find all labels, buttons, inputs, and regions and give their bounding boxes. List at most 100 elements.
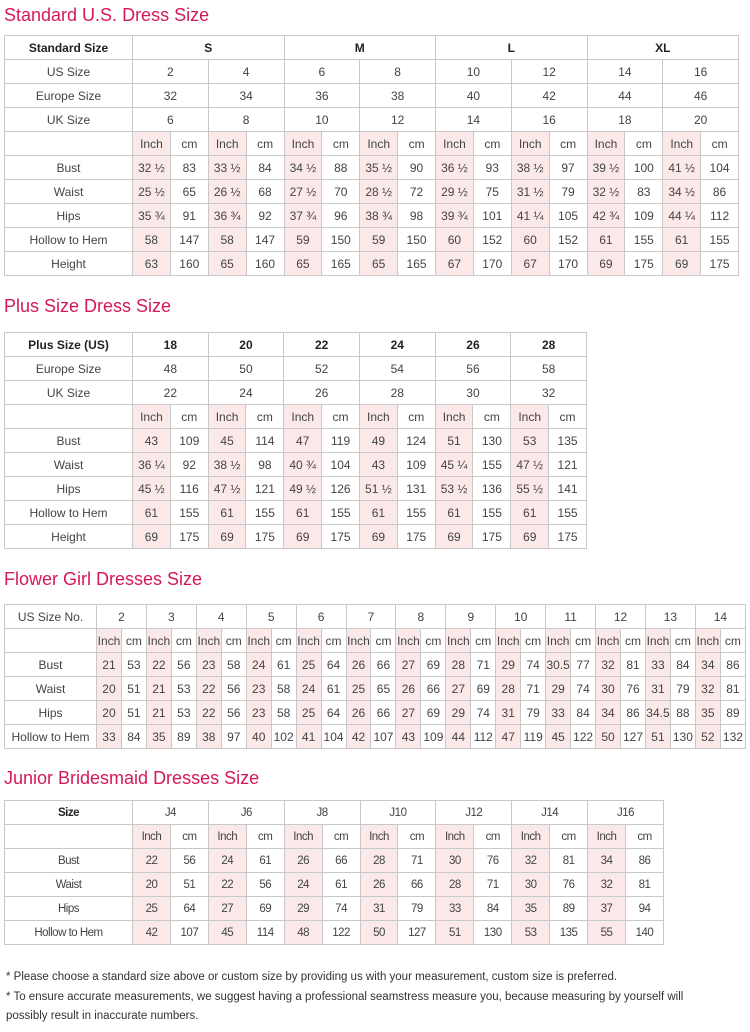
size-cell: 10 [435, 59, 512, 84]
size-header: J16 [587, 800, 664, 825]
cm-value: 66 [321, 848, 361, 873]
cm-value: 53 [170, 676, 197, 701]
inch-value: 38 ¾ [359, 203, 399, 228]
standard-size-table: Standard Size S M L XL US Size 2 4 6 8 10 12 14 16 Eur… [4, 35, 739, 276]
row-label: Hips [4, 896, 133, 921]
inch-value: 39 ½ [586, 155, 626, 180]
inch-value: 48 [283, 920, 323, 945]
inch-value: 29 [545, 676, 572, 701]
size-cell: 40 [435, 83, 512, 108]
inch-value: 53 ½ [434, 476, 474, 501]
inch-value: 69 [358, 524, 398, 549]
inch-value: 29 [495, 652, 522, 677]
size-header: 6 [295, 604, 347, 629]
inch-value: 26 ½ [207, 179, 247, 204]
inch-value: 42 ¾ [586, 203, 626, 228]
cm-value: 130 [669, 724, 696, 749]
cm-value: 58 [270, 676, 297, 701]
cm-value: 170 [472, 251, 512, 276]
unit-inch: Inch [435, 824, 475, 849]
inch-value: 31 [644, 676, 671, 701]
cm-value: 122 [570, 724, 597, 749]
cm-value: 86 [624, 848, 665, 873]
inch-value: 45 ¼ [434, 452, 474, 477]
inch-value: 32 [595, 652, 622, 677]
size-cell: 4 [207, 59, 285, 84]
size-cell: 18 [586, 107, 664, 132]
size-header: J6 [207, 800, 285, 825]
row-label: Waist [4, 676, 97, 701]
row-label: Hips [4, 476, 133, 501]
inch-value: 50 [595, 724, 622, 749]
cm-value: 97 [220, 724, 247, 749]
inch-value: 37 ¾ [283, 203, 323, 228]
cm-value: 127 [397, 920, 437, 945]
unit-inch: Inch [132, 131, 171, 156]
inch-value: 58 [207, 227, 247, 252]
flower-girl-title: Flower Girl Dresses Size [4, 569, 203, 589]
note-1: * Please choose a standard size above or… [6, 971, 618, 983]
unit-inch: Inch [207, 824, 247, 849]
size-cell: 12 [359, 107, 436, 132]
cm-value: 152 [472, 227, 512, 252]
size-row: UK Size 6 8 10 12 14 16 18 20 [4, 107, 739, 132]
inch-value: 47 ½ [207, 476, 247, 501]
size-cell: 8 [359, 59, 436, 84]
row-label: Hollow to Hem [4, 500, 133, 525]
cm-value: 69 [420, 652, 447, 677]
unit-inch: Inch [283, 404, 323, 429]
inch-value: 59 [359, 227, 399, 252]
unit-inch: Inch [145, 628, 172, 653]
cm-value: 81 [549, 848, 589, 873]
inch-value: 51 [435, 920, 475, 945]
inch-value: 24 [283, 872, 323, 897]
unit-inch: Inch [510, 131, 550, 156]
size-cell: 10 [283, 107, 361, 132]
unit-cm: cm [669, 628, 696, 653]
header-row: US Size No. 2 3 4 5 6 7 8 9 10 11 12 13 14 [4, 604, 747, 629]
cm-value: 152 [548, 227, 588, 252]
inch-value: 39 ¾ [435, 203, 474, 228]
size-row: Europe Size 48 50 52 54 56 58 [4, 356, 587, 381]
cm-value: 81 [620, 652, 646, 677]
inch-value: 20 [96, 700, 122, 725]
header-label: Plus Size (US) [4, 332, 133, 357]
empty-cell [4, 131, 133, 156]
inch-value: 35 [145, 724, 172, 749]
inch-value: 25 [295, 652, 322, 677]
inch-value: 31 [495, 700, 522, 725]
inch-value: 61 [132, 500, 171, 525]
cm-value: 104 [320, 724, 347, 749]
cm-value: 89 [549, 896, 589, 921]
measurement-row: Hollow to Hem 33 84 35 89 38 97 40 102 41 104 42 107… [4, 724, 747, 749]
cm-value: 175 [548, 524, 587, 549]
inch-value: 32 ½ [132, 155, 171, 180]
inch-value: 27 ½ [283, 179, 323, 204]
cm-value: 132 [719, 724, 747, 749]
size-row: US Size 2 4 6 8 10 12 14 16 [4, 59, 739, 84]
size-cell: 46 [662, 83, 739, 108]
size-header: 8 [395, 604, 447, 629]
size-header: 9 [445, 604, 497, 629]
measurement-row: Hips 20 51 21 53 22 56 23 58 25 64 26 66 27 69 29 74 31 79… [4, 700, 747, 725]
size-cell: 28 [358, 380, 436, 405]
cm-value: 141 [548, 476, 587, 501]
measurement-row: Height 69 175 69 175 69 175 69 175 69 175 69 175 [4, 524, 587, 549]
cm-value: 91 [169, 203, 209, 228]
cm-value: 65 [169, 179, 209, 204]
unit-cm: cm [169, 404, 209, 429]
unit-inch: Inch [283, 131, 323, 156]
inch-value: 69 [434, 524, 474, 549]
cm-value: 175 [245, 524, 285, 549]
size-cell: 8 [207, 107, 285, 132]
size-cell: 16 [662, 59, 739, 84]
size-cell: 24 [207, 380, 285, 405]
measurement-row: Waist 36 ¼ 92 38 ½ 98 40 ¾ 104 43 109 45 ¼ 155 47 ½… [4, 452, 587, 477]
cm-value: 58 [220, 652, 247, 677]
inch-value: 65 [359, 251, 399, 276]
inch-value: 25 [132, 896, 171, 921]
size-header: 3 [145, 604, 197, 629]
unit-inch: Inch [434, 404, 474, 429]
cm-value: 104 [700, 155, 739, 180]
